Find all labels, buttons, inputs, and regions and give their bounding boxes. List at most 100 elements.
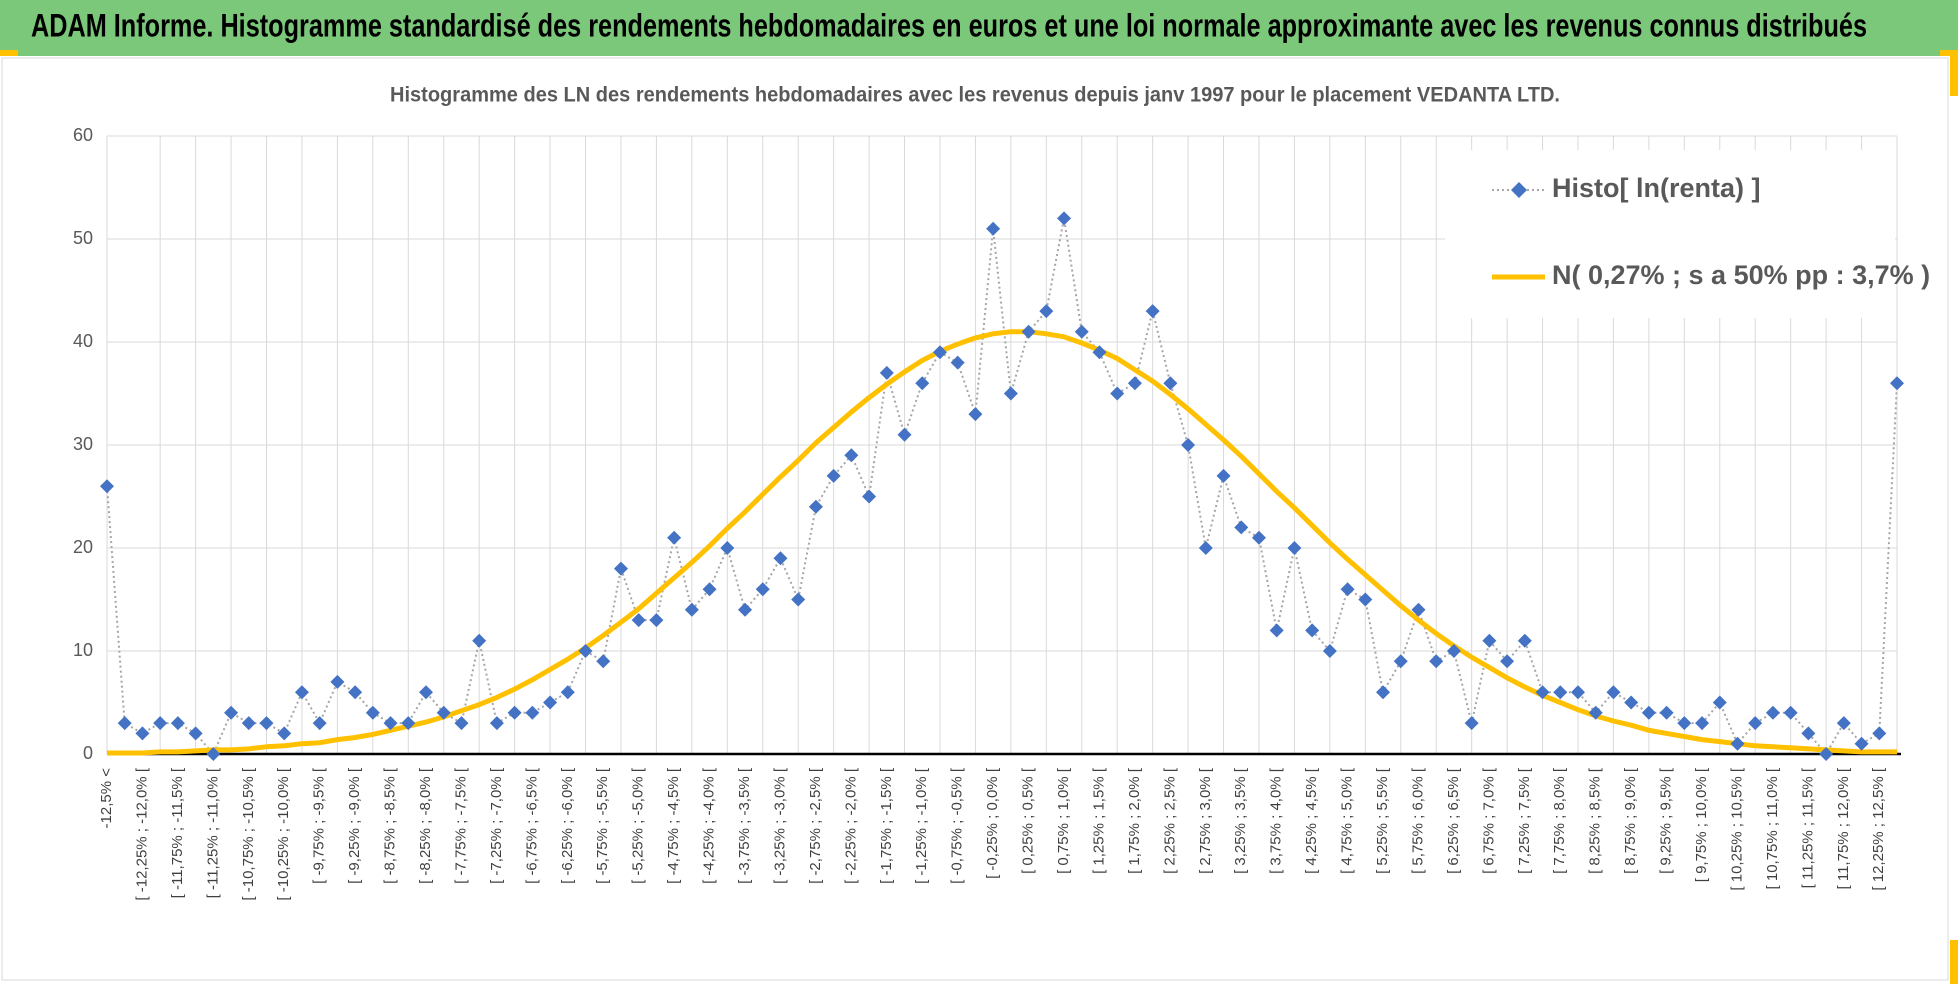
chart-title: Histogramme des LN des rendements hebdom… (390, 84, 1560, 107)
histogram-point (897, 427, 912, 442)
x-tick-label: [ -9,25% ; -9,0% [ (346, 767, 363, 884)
x-tick-label: [ 9,25% ; 9,5% [ (1658, 767, 1675, 874)
legend-marker (1511, 182, 1527, 198)
x-tick-label: [ -11,25% ; -11,0% [ (204, 767, 221, 898)
x-tick-label: [ -8,25% ; -8,0% [ (417, 767, 434, 884)
histogram-point (188, 726, 203, 741)
x-tick-label: [ -0,25% ; 0,0% [ (984, 767, 1001, 879)
histogram-point (950, 355, 965, 370)
x-tick-label: [ 1,75% ; 2,0% [ (1126, 767, 1143, 874)
histogram-point (489, 716, 504, 731)
histogram-point (808, 499, 823, 514)
histogram-point (1836, 716, 1851, 731)
grid: 0 10 20 30 40 50 60 -12,5% < [ -12,25% ; -12,0% … (73, 125, 1901, 901)
x-tick-label: [ -10,75% ; -10,5% [ (240, 767, 257, 900)
histogram-point (1287, 541, 1302, 555)
x-tick-label: [ -1,25% ; -1,0% [ (913, 767, 930, 884)
x-tick-label: [ -5,75% ; -5,5% [ (594, 767, 611, 884)
histogram-point (1783, 705, 1798, 720)
x-tick-label: [ -3,25% ; -3,0% [ (771, 767, 788, 884)
histogram-point (702, 582, 717, 597)
histogram-point (1500, 654, 1515, 669)
x-tick-label: [ -4,25% ; -4,0% [ (701, 767, 718, 884)
histogram-point (1641, 705, 1656, 720)
histogram-point (1517, 633, 1532, 648)
x-tick-label: [ -9,75% ; -9,5% [ (311, 767, 328, 884)
histogram-point (1429, 654, 1444, 669)
histogram-point (1712, 695, 1727, 710)
histogram-point (383, 716, 398, 731)
chart-frame (1, 57, 1949, 981)
histogram-point (170, 716, 185, 731)
x-tick-label: [ 5,75% ; 6,0% [ (1409, 767, 1426, 874)
x-tick-label: [ -2,25% ; -2,0% [ (842, 767, 859, 884)
histogram-point (259, 716, 274, 731)
corner-accent (0, 50, 18, 56)
histogram-point (773, 551, 788, 566)
histogram-point (1854, 736, 1869, 751)
x-tick-label: [ 9,75% ; 10,0% [ (1693, 767, 1710, 882)
x-tick-label: [ 1,25% ; 1,5% [ (1090, 767, 1107, 874)
histogram-point (330, 674, 345, 689)
histogram-point (117, 716, 132, 731)
x-tick-label: [ 10,25% ; 10,5% [ (1728, 767, 1745, 890)
plot (100, 211, 1904, 761)
histogram-point (1269, 623, 1284, 638)
x-tick-label: [ 4,75% ; 5,0% [ (1339, 767, 1356, 874)
x-tick-label: [ -12,25% ; -12,0% [ (133, 767, 150, 900)
histogram-point (1890, 376, 1904, 391)
legend-label: Histo[ ln(renta) ] (1552, 173, 1761, 203)
histogram-point (667, 530, 682, 545)
histogram-point (578, 644, 593, 658)
histogram-point (1872, 726, 1887, 741)
histogram-point (1624, 695, 1639, 710)
x-tick-label: [ 12,25% ; 12,5% [ (1870, 767, 1887, 890)
histogram-point (631, 613, 646, 628)
y-tick-label: 60 (73, 125, 93, 145)
histogram-point (1092, 345, 1107, 360)
histogram-point (1163, 376, 1178, 391)
histogram-point (419, 685, 434, 700)
histogram-point (100, 479, 114, 494)
x-tick-label: [ 7,75% ; 8,0% [ (1551, 767, 1568, 874)
header-title: ADAM Informe. Histogramme standardisé de… (31, 7, 1867, 43)
x-tick-label: [ -1,75% ; -1,5% [ (878, 767, 895, 884)
histogram-point (1181, 438, 1196, 452)
histogram-point (507, 705, 522, 720)
x-tick-label: [ 11,75% ; 12,0% [ (1835, 767, 1852, 889)
histogram-point (241, 716, 256, 731)
histogram-point (613, 561, 628, 576)
histogram-point (649, 613, 664, 628)
histogram-point (1251, 530, 1266, 545)
x-tick-label: [ -4,75% ; -4,5% [ (665, 767, 682, 884)
y-tick-label: 40 (73, 331, 93, 351)
histogram-point (1322, 644, 1337, 658)
x-tick-label: [ -7,75% ; -7,5% [ (452, 767, 469, 884)
x-tick-label: [ -6,25% ; -6,0% [ (559, 767, 576, 884)
histogram-point (277, 726, 292, 741)
y-tick-label: 30 (73, 434, 93, 454)
x-tick-label: [ 5,25% ; 5,5% [ (1374, 767, 1391, 874)
histogram-point (738, 602, 753, 617)
x-tick-label: [ -0,75% ; -0,5% [ (949, 767, 966, 884)
y-tick-label: 10 (73, 640, 93, 660)
histogram-point (826, 468, 841, 483)
x-tick-label: [ 6,25% ; 6,5% [ (1445, 767, 1462, 874)
histogram-point (135, 726, 150, 741)
histogram-point (1340, 582, 1355, 597)
histogram-point (879, 365, 894, 380)
histogram-point (365, 705, 380, 720)
histogram-point (436, 705, 451, 720)
histogram-point (560, 685, 575, 700)
x-tick-label: [ 0,75% ; 1,0% [ (1055, 767, 1072, 874)
histogram-point (206, 747, 221, 761)
x-tick-label: [ 2,25% ; 2,5% [ (1161, 767, 1178, 874)
legend-label: N( 0,27% ; s a 50% pp : 3,7% ) (1552, 260, 1930, 290)
histogram-point (1677, 716, 1692, 731)
y-tick-label: 0 (83, 743, 93, 763)
corner-accent (1940, 50, 1958, 56)
histogram-point (1358, 592, 1373, 607)
histogram-point (791, 592, 806, 607)
histogram-point (1482, 633, 1497, 648)
